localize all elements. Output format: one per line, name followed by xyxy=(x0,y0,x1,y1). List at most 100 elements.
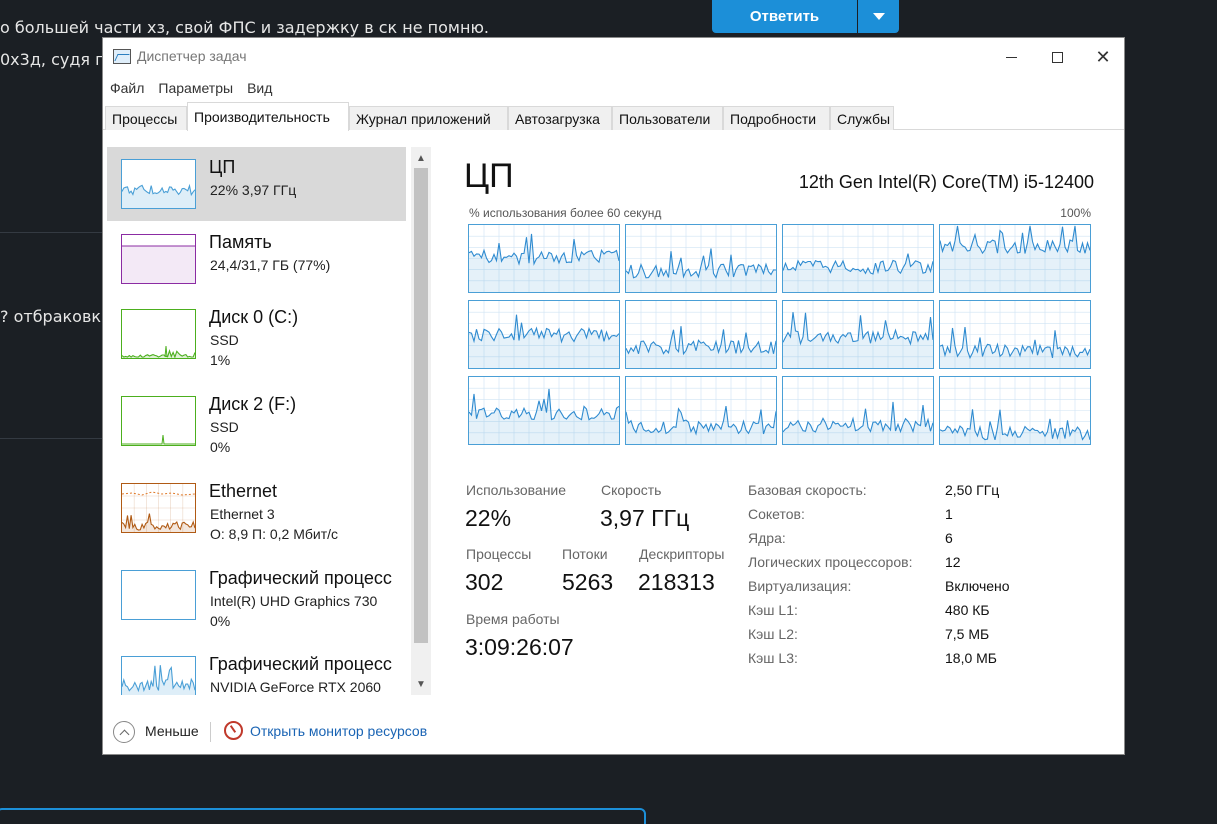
memory-thumbnail-graph xyxy=(121,234,196,284)
sidebar-item-gpu-1[interactable]: Графический процесс NVIDIA GeForce RTX 2… xyxy=(107,644,406,695)
info-key: Виртуализация: xyxy=(748,578,852,594)
sidebar-item-subtitle: SSD xyxy=(210,332,239,348)
info-value: 18,0 МБ xyxy=(945,650,997,666)
forum-text-line: ? отбраковка xyxy=(0,307,111,326)
graph-caption: % использования более 60 секунд xyxy=(469,206,662,220)
tab-users[interactable]: Пользователи xyxy=(612,106,723,130)
logical-processor-graph xyxy=(625,300,777,369)
menu-bar: Файл Параметры Вид xyxy=(103,76,1124,100)
reply-button[interactable]: Ответить xyxy=(712,0,857,33)
forum-text-line: о большей части хз, свой ФПС и задержку … xyxy=(0,18,490,37)
close-button[interactable]: ✕ xyxy=(1080,38,1126,76)
logical-processor-graph xyxy=(782,376,934,445)
forum-divider xyxy=(0,232,102,233)
logical-processor-graph xyxy=(468,224,620,293)
sidebar-item-memory[interactable]: Память 24,4/31,7 ГБ (77%) xyxy=(107,222,406,296)
menu-view[interactable]: Вид xyxy=(247,80,273,96)
minimize-button[interactable] xyxy=(988,38,1034,76)
usage-value: 22% xyxy=(465,505,512,531)
forum-text-line: 0х3д, судя по xyxy=(0,50,116,69)
chevron-up-icon[interactable] xyxy=(113,721,135,743)
gpu-thumbnail-graph xyxy=(121,656,196,695)
logical-processor-graph xyxy=(468,376,620,445)
sidebar-item-title: Графический процесс xyxy=(209,654,392,674)
handles-value: 218313 xyxy=(638,569,715,595)
logical-processor-graph xyxy=(939,300,1091,369)
minimize-icon xyxy=(1005,56,1017,58)
uptime-label: Время работы xyxy=(466,611,560,627)
info-key: Базовая скорость: xyxy=(748,482,867,498)
open-resource-monitor-link[interactable]: Открыть монитор ресурсов xyxy=(250,723,428,739)
reply-editor-box[interactable] xyxy=(0,808,646,824)
sidebar-item-subtitle: SSD xyxy=(210,419,239,435)
tab-startup[interactable]: Автозагрузка xyxy=(508,106,612,130)
threads-value: 5263 xyxy=(562,569,614,595)
page-title: ЦП xyxy=(464,157,514,195)
sidebar-item-ethernet[interactable]: Ethernet Ethernet 3 О: 8,9 П: 0,2 Мбит/с xyxy=(107,471,406,545)
speed-label: Скорость xyxy=(601,482,662,498)
sidebar-item-title: Ethernet xyxy=(209,481,278,501)
sidebar-item-title: Графический процесс xyxy=(209,568,392,588)
tab-app-history[interactable]: Журнал приложений xyxy=(349,106,508,130)
info-value: 6 xyxy=(945,530,953,546)
resource-monitor-icon[interactable] xyxy=(224,721,243,740)
tab-services[interactable]: Службы xyxy=(830,106,894,130)
scrollbar-thumb[interactable] xyxy=(414,168,428,643)
info-value: 12 xyxy=(945,554,961,570)
menu-options[interactable]: Параметры xyxy=(158,80,234,96)
logical-processor-graph xyxy=(939,376,1091,445)
sidebar-item-cpu[interactable]: ЦП 22% 3,97 ГГц xyxy=(107,147,406,221)
info-key: Кэш L3: xyxy=(748,650,798,666)
disk-thumbnail-graph xyxy=(121,396,196,446)
title-bar[interactable]: Диспетчер задач ✕ xyxy=(103,38,1124,76)
sidebar-item-title: Диск 2 (F:) xyxy=(209,394,297,414)
usage-label: Использование xyxy=(466,482,567,498)
info-key: Логических процессоров: xyxy=(748,554,913,570)
speed-value: 3,97 ГГц xyxy=(600,505,690,531)
info-key: Сокетов: xyxy=(748,506,805,522)
sidebar-item-gpu-0[interactable]: Графический процесс Intel(R) UHD Graphic… xyxy=(107,558,406,632)
sidebar-item-disk-0[interactable]: Диск 0 (C:) SSD 1% xyxy=(107,297,406,371)
info-value: 480 КБ xyxy=(945,602,990,618)
scroll-up-icon[interactable]: ▲ xyxy=(416,152,426,164)
info-value: Включено xyxy=(945,578,1010,594)
handles-label: Дескрипторы xyxy=(639,546,725,562)
sidebar-item-disk-2[interactable]: Диск 2 (F:) SSD 0% xyxy=(107,384,406,458)
processes-label: Процессы xyxy=(466,546,532,562)
info-value: 2,50 ГГц xyxy=(945,482,1000,498)
info-value: 1 xyxy=(945,506,953,522)
footer-divider xyxy=(210,722,211,742)
reply-dropdown-button[interactable] xyxy=(858,0,899,33)
sidebar-item-subtitle: 1% xyxy=(210,352,231,368)
info-value: 7,5 МБ xyxy=(945,626,990,642)
sidebar-item-title: ЦП xyxy=(209,157,236,177)
sidebar-item-subtitle: Intel(R) UHD Graphics 730 xyxy=(210,593,378,609)
logical-processor-graph xyxy=(625,376,777,445)
scroll-down-icon[interactable]: ▼ xyxy=(416,678,426,690)
task-manager-icon xyxy=(113,49,131,64)
tab-processes[interactable]: Процессы xyxy=(105,106,187,130)
cpu-model-name: 12th Gen Intel(R) Core(TM) i5-12400 xyxy=(798,172,1094,192)
threads-label: Потоки xyxy=(562,546,608,562)
tab-details[interactable]: Подробности xyxy=(723,106,830,130)
maximize-button[interactable] xyxy=(1034,38,1080,76)
sidebar-item-title: Диск 0 (C:) xyxy=(209,307,299,327)
info-key: Кэш L2: xyxy=(748,626,798,642)
chevron-down-icon xyxy=(872,13,885,20)
task-manager-window: Диспетчер задач ✕ Файл Параметры Вид Про… xyxy=(102,37,1125,755)
tab-performance[interactable]: Производительность xyxy=(187,102,349,131)
tab-bar: Процессы Производительность Журнал прило… xyxy=(103,100,1124,131)
ethernet-thumbnail-graph xyxy=(121,483,196,533)
fewer-details-button[interactable]: Меньше xyxy=(145,723,199,739)
gpu-thumbnail-graph xyxy=(121,570,196,620)
graph-max-label: 100% xyxy=(1060,206,1091,220)
sidebar-item-title: Память xyxy=(209,232,272,252)
resource-list: ЦП 22% 3,97 ГГц Память 24,4/31,7 ГБ (77%… xyxy=(107,147,413,695)
footer-bar: Меньше Открыть монитор ресурсов xyxy=(103,708,1124,754)
uptime-value: 3:09:26:07 xyxy=(465,634,574,660)
info-key: Ядра: xyxy=(748,530,786,546)
disk-thumbnail-graph xyxy=(121,309,196,359)
logical-processor-graph xyxy=(625,224,777,293)
cpu-thumbnail-graph xyxy=(121,159,196,209)
menu-file[interactable]: Файл xyxy=(110,80,145,96)
